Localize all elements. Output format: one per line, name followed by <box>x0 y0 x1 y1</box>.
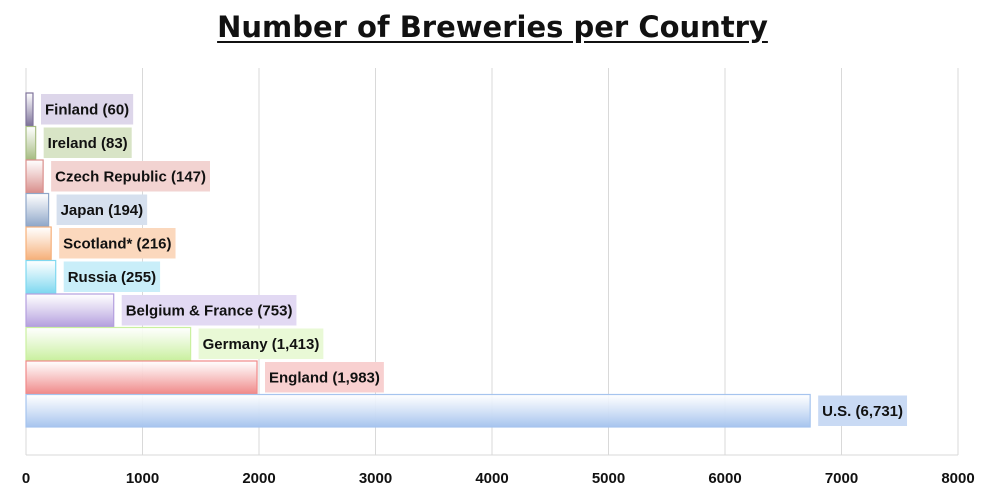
x-tick-label-0: 0 <box>22 470 30 487</box>
data-label-bg-scotland <box>59 228 176 259</box>
bar-japan <box>25 192 50 227</box>
data-label-japan: Japan (194) <box>61 202 144 219</box>
bar-belgium-france <box>25 293 115 328</box>
x-tick-label-1: 1000 <box>126 470 159 487</box>
data-label-belgium-france: Belgium & France (753) <box>126 302 293 319</box>
data-label-ireland: Ireland (83) <box>48 135 128 152</box>
bar-czech-republic <box>25 159 44 194</box>
data-label-bg-germany <box>198 328 324 359</box>
x-tick-label-7: 7000 <box>825 470 858 487</box>
bar-u-s <box>25 393 811 428</box>
data-label-bg-england <box>265 362 384 393</box>
data-label-bg-belgium-france <box>121 295 297 326</box>
data-label-scotland: Scotland* (216) <box>63 235 171 252</box>
data-label-u-s: U.S. (6,731) <box>822 403 903 420</box>
data-label-bg-czech-republic <box>51 161 211 192</box>
bar-russia <box>25 259 57 294</box>
bar-germany <box>25 326 192 361</box>
data-label-bg-russia <box>63 261 161 292</box>
data-label-bg-japan <box>56 194 148 225</box>
bar-scotland <box>25 226 52 261</box>
bar-ireland <box>25 125 37 160</box>
data-label-bg-u-s <box>818 395 908 426</box>
bar-england <box>25 360 258 395</box>
data-label-czech-republic: Czech Republic (147) <box>55 168 206 185</box>
data-label-russia: Russia (255) <box>68 269 156 286</box>
chart-title: Number of Breweries per Country <box>217 10 768 44</box>
data-label-england: England (1,983) <box>269 369 380 386</box>
x-tick-label-4: 4000 <box>475 470 508 487</box>
x-tick-label-3: 3000 <box>359 470 392 487</box>
x-tick-label-2: 2000 <box>242 470 275 487</box>
x-tick-label-8: 8000 <box>941 470 974 487</box>
data-label-germany: Germany (1,413) <box>203 336 320 353</box>
data-label-finland: Finland (60) <box>45 101 129 118</box>
data-label-bg-finland <box>40 94 134 125</box>
data-label-bg-ireland <box>43 127 132 158</box>
x-tick-label-6: 6000 <box>708 470 741 487</box>
bar-finland <box>25 92 34 127</box>
x-tick-label-5: 5000 <box>592 470 625 487</box>
